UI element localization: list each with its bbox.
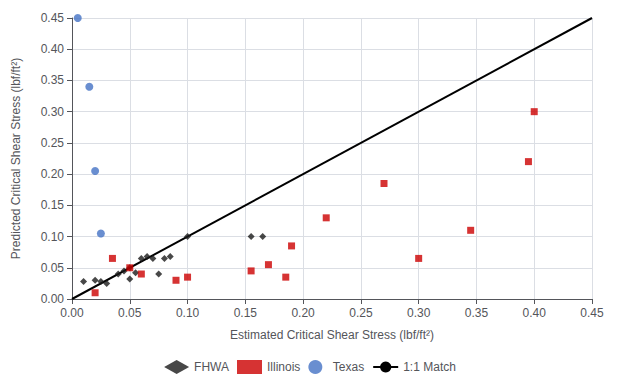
svg-text:0.25: 0.25 (349, 306, 373, 320)
svg-text:0.00: 0.00 (41, 292, 65, 306)
svg-text:0.15: 0.15 (234, 306, 258, 320)
svg-text:Predicted Critical Shear Stres: Predicted Critical Shear Stress (lbf/ft²… (9, 58, 23, 259)
svg-text:0.15: 0.15 (41, 198, 65, 212)
svg-text:Estimated Critical Shear Stres: Estimated Critical Shear Stress (lbf/ft²… (230, 328, 434, 342)
svg-text:0.20: 0.20 (41, 167, 65, 181)
svg-text:0.00: 0.00 (60, 306, 84, 320)
svg-text:0.10: 0.10 (176, 306, 200, 320)
svg-text:Texas: Texas (333, 360, 364, 374)
svg-text:0.25: 0.25 (41, 136, 65, 150)
svg-text:0.45: 0.45 (41, 11, 65, 25)
svg-text:1:1 Match: 1:1 Match (403, 360, 456, 374)
svg-text:0.45: 0.45 (580, 306, 604, 320)
svg-text:0.40: 0.40 (41, 42, 65, 56)
svg-text:0.35: 0.35 (465, 306, 489, 320)
svg-text:0.30: 0.30 (407, 306, 431, 320)
svg-text:Illinois: Illinois (267, 360, 300, 374)
svg-text:0.20: 0.20 (291, 306, 315, 320)
svg-text:0.35: 0.35 (41, 73, 65, 87)
svg-text:0.40: 0.40 (523, 306, 547, 320)
svg-text:0.10: 0.10 (41, 230, 65, 244)
svg-text:FHWA: FHWA (194, 360, 229, 374)
svg-text:0.05: 0.05 (118, 306, 142, 320)
svg-text:0.05: 0.05 (41, 261, 65, 275)
svg-text:0.30: 0.30 (41, 105, 65, 119)
